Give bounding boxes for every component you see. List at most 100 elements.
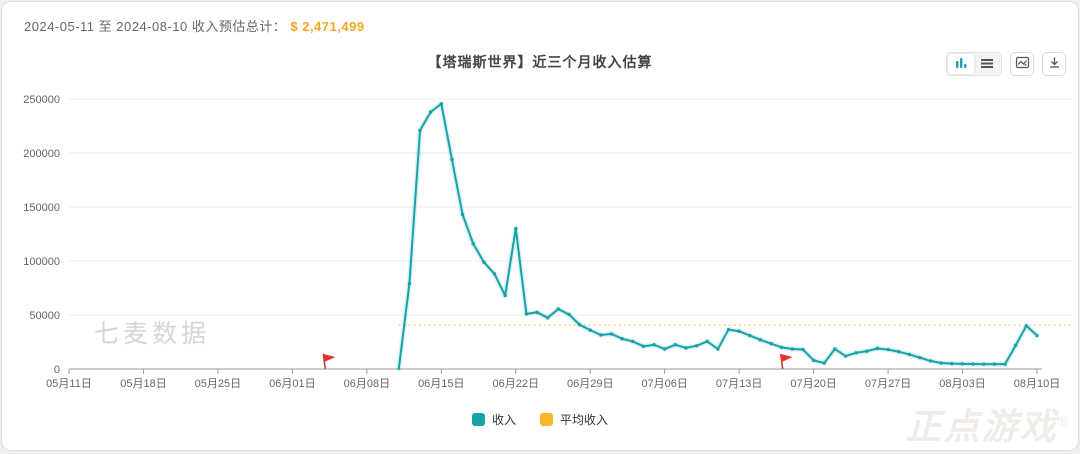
data-point xyxy=(801,347,805,352)
download-button[interactable] xyxy=(1042,52,1066,76)
table-view-button[interactable] xyxy=(974,54,1000,74)
data-point xyxy=(492,272,497,276)
x-axis-tick-label: 07月13日 xyxy=(716,378,762,390)
data-point xyxy=(928,359,933,363)
revenue-legend-label: 收入 xyxy=(491,413,516,427)
data-point xyxy=(886,347,890,352)
data-point xyxy=(950,361,954,366)
x-axis-tick-label: 08月03日 xyxy=(939,378,985,390)
data-point xyxy=(758,338,763,342)
download-icon xyxy=(1047,55,1062,73)
data-point xyxy=(897,350,901,354)
data-point xyxy=(556,307,561,311)
y-axis-tick-label: 200000 xyxy=(23,148,60,160)
x-axis-tick-label: 07月06日 xyxy=(641,378,687,390)
data-point xyxy=(982,362,986,366)
revenue-legend-swatch xyxy=(471,413,485,426)
data-point xyxy=(726,327,731,332)
data-point xyxy=(567,312,571,317)
data-point xyxy=(811,358,816,363)
data-point xyxy=(960,362,965,366)
data-point xyxy=(854,351,858,355)
x-axis-tick-label: 07月20日 xyxy=(790,378,836,390)
data-point xyxy=(875,346,880,351)
y-axis-tick-label: 150000 xyxy=(23,202,60,214)
x-axis-tick-label: 06月15日 xyxy=(418,378,464,390)
corner-watermark: 正点游戏® xyxy=(905,406,1070,447)
data-point xyxy=(705,339,709,344)
data-point xyxy=(694,344,699,348)
average-legend-swatch xyxy=(540,413,553,426)
x-axis-tick-label: 06月22日 xyxy=(493,378,539,390)
data-point xyxy=(418,128,422,133)
legend-item-average[interactable]: 平均收入 xyxy=(540,411,608,428)
data-point xyxy=(577,323,582,327)
data-point xyxy=(748,333,752,338)
data-point xyxy=(482,260,486,264)
data-point xyxy=(662,347,667,351)
data-point xyxy=(737,329,741,333)
bar-chart-icon xyxy=(954,56,968,73)
data-point xyxy=(918,355,922,360)
data-point xyxy=(1014,343,1018,347)
y-axis-tick-label: 50000 xyxy=(29,310,60,322)
y-axis-tick-label: 100000 xyxy=(23,256,60,268)
data-point xyxy=(652,343,656,347)
chart-toolbar xyxy=(946,52,1066,76)
summary-amount: $ 2,471,499 xyxy=(290,19,365,34)
data-point xyxy=(460,212,465,217)
data-point xyxy=(939,361,943,365)
data-point xyxy=(907,352,912,357)
data-point xyxy=(588,328,592,332)
data-point xyxy=(769,341,773,346)
data-point xyxy=(514,226,518,231)
data-point xyxy=(450,157,454,162)
data-point xyxy=(822,361,826,365)
average-legend-label: 平均收入 xyxy=(560,413,609,427)
data-point xyxy=(971,362,975,366)
data-point xyxy=(471,242,475,246)
x-axis-tick-label: 07月27日 xyxy=(865,378,911,390)
data-point xyxy=(843,354,848,358)
data-point xyxy=(992,362,997,366)
revenue-line-halo xyxy=(396,101,1040,372)
data-point xyxy=(609,332,614,336)
revenue-summary: 2024-05-11 至 2024-08-10 收入预估总计： $ 2,471,4… xyxy=(24,16,365,35)
bar-chart-view-button[interactable] xyxy=(948,54,974,74)
x-axis-tick-label: 06月29日 xyxy=(567,378,613,390)
data-point xyxy=(407,281,412,286)
data-point xyxy=(545,316,550,320)
x-axis-tick-label: 06月01日 xyxy=(269,378,315,390)
x-axis-tick-label: 05月11日 xyxy=(46,378,92,390)
save-image-icon xyxy=(1015,55,1030,73)
data-point xyxy=(524,312,529,316)
chart-legend: 收入 平均收入 xyxy=(2,411,1078,428)
data-point xyxy=(865,349,869,353)
x-axis-tick-label: 05月25日 xyxy=(195,378,241,390)
data-point xyxy=(833,347,837,351)
revenue-line xyxy=(397,102,1038,370)
legend-item-revenue[interactable]: 收入 xyxy=(471,411,516,428)
data-point xyxy=(716,347,720,351)
data-point xyxy=(439,102,444,106)
data-point xyxy=(684,346,688,350)
data-point xyxy=(1035,333,1039,338)
chart-type-toggle xyxy=(946,52,1002,76)
data-point xyxy=(780,345,784,350)
data-point xyxy=(599,333,603,337)
event-flag-icon xyxy=(323,354,336,362)
summary-range-label: 2024-05-11 至 2024-08-10 收入预估总计： xyxy=(24,19,287,34)
data-point xyxy=(1003,362,1007,366)
data-point xyxy=(620,337,624,341)
event-flag-icon xyxy=(780,354,793,362)
data-point xyxy=(1024,324,1029,328)
list-view-icon xyxy=(980,56,994,73)
data-point xyxy=(535,310,539,314)
data-point xyxy=(641,344,646,349)
data-point xyxy=(428,110,433,114)
data-point xyxy=(503,293,507,298)
data-point xyxy=(673,343,678,347)
save-image-button[interactable] xyxy=(1010,52,1034,76)
x-axis-tick-label: 06月08日 xyxy=(344,378,390,390)
